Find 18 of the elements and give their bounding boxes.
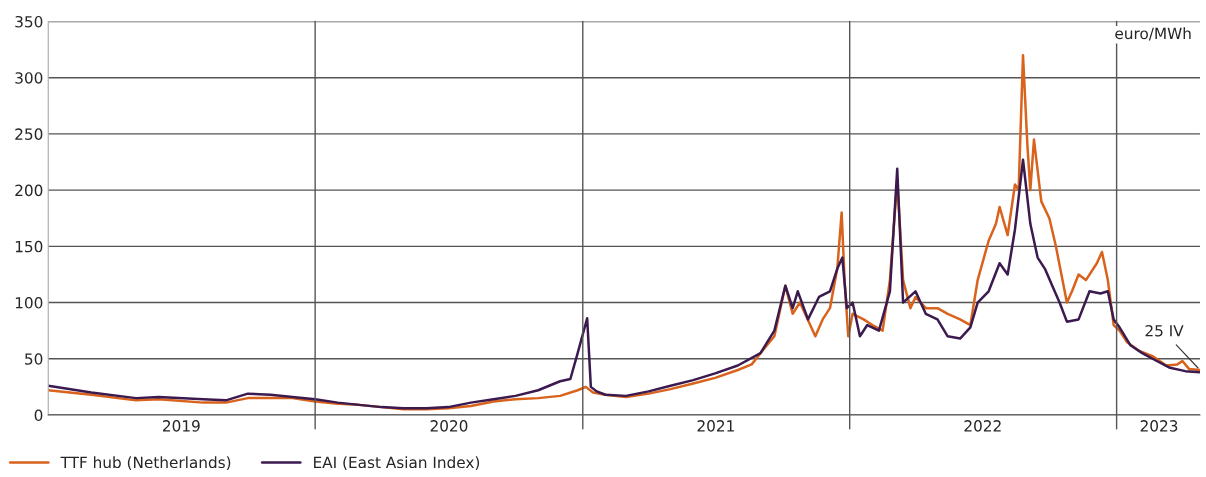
annotation: 25 IV	[1145, 324, 1184, 337]
y-tick-label: 100	[15, 297, 43, 309]
legend-label: EAI (East Asian Index)	[314, 456, 480, 470]
x-tick-label: 2019	[163, 420, 200, 432]
x-tick-label: 2023	[1140, 420, 1178, 432]
legend-label: TTF hub (Netherlands)	[60, 456, 231, 470]
y-tick-label: 150	[15, 240, 43, 253]
y-tick-label: 50	[25, 353, 43, 365]
y-axis-title: euro/MWh	[1115, 27, 1191, 41]
y-tick-label: 250	[15, 128, 43, 140]
x-tick-label: 2021	[697, 420, 734, 432]
x-tick-label: 2022	[964, 420, 1001, 432]
x-tick-label: 2020	[430, 420, 468, 432]
y-tick-label: 350	[15, 15, 43, 28]
line-series	[48, 158, 1200, 410]
y-tick-label: 0	[34, 409, 43, 422]
y-tick-label: 300	[15, 72, 43, 84]
y-tick-label: 200	[15, 184, 43, 197]
